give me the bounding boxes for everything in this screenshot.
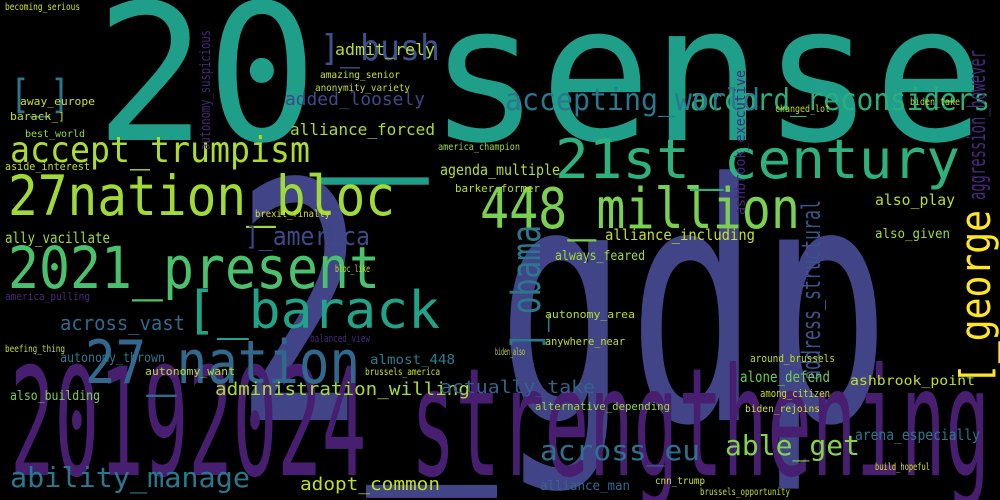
word: arena_especially [855, 426, 980, 444]
word: accept_trumpism [10, 130, 310, 171]
word: biden_also [495, 347, 525, 358]
word: alliance_man [540, 479, 630, 494]
word: brussels_america [365, 367, 440, 378]
word: [_] [10, 72, 70, 118]
word: ashbrook_executive [733, 70, 749, 215]
word: ]_obama [504, 225, 550, 350]
word: also_building [10, 389, 100, 404]
word: around_brussels [750, 352, 835, 365]
word: across_vast [60, 311, 185, 335]
word: balanced_view [310, 332, 370, 345]
word: amazing_senior [320, 70, 400, 81]
word: barack_] [10, 110, 65, 123]
word: biden_rejoins [745, 404, 820, 415]
word: among_citizen [760, 387, 830, 400]
word: agenda_multiple [440, 161, 560, 179]
word: alliance_forced [290, 120, 435, 139]
word: [_barack [185, 281, 440, 341]
word: 448_million [480, 177, 800, 242]
word: anywhere_near [545, 335, 625, 348]
word: beefing_thing [5, 344, 65, 355]
word: added_loosely [285, 89, 425, 110]
word: autonomy_suspicious [198, 30, 214, 150]
word: 21st_century [555, 128, 960, 191]
word: changed_lot [775, 104, 830, 115]
word: alone_defend [740, 368, 830, 386]
word: build_hopeful [875, 462, 930, 473]
word: biden_take [910, 97, 960, 108]
word: barker_former [455, 182, 540, 195]
word: away_europe [20, 95, 95, 108]
word: america_pulling [5, 290, 90, 303]
word: 2_gdp [235, 114, 890, 500]
word: anonymity_variety [315, 83, 410, 94]
word: 27nation_bloc [8, 164, 395, 228]
word: able_get [725, 429, 860, 463]
word: best_world [25, 129, 85, 140]
word: also_play [875, 191, 955, 209]
word: ally_vacillate [5, 229, 110, 247]
word: ability_manage [10, 461, 250, 495]
word: autonomy_want [145, 365, 235, 378]
word: admit_rely [335, 40, 435, 59]
word: accord_reconsiders [690, 83, 990, 118]
word: administration_willing [215, 379, 470, 400]
word: 20_sense [95, 0, 985, 185]
word: ashbrook_point [850, 374, 975, 389]
word: ]_america [245, 222, 370, 252]
word: cnn_trump [655, 476, 705, 487]
word: also_given [875, 227, 950, 242]
word: becoming_serious [5, 2, 80, 13]
word: [_george [951, 210, 1000, 385]
word: autonomy_area [545, 308, 635, 321]
word: alternative_depending [535, 400, 670, 413]
word: aggression_however [963, 50, 991, 200]
word: accepting_world [505, 83, 760, 118]
word: brussels_opportunity [700, 487, 790, 498]
word: almost_448 [370, 353, 455, 368]
word: address_structural [797, 200, 827, 380]
word: adopt_common [300, 474, 440, 495]
word: actually_take [440, 377, 595, 398]
word: bloc_like [335, 264, 370, 275]
word: autonomy_thrown [60, 351, 165, 366]
word: ]_bush [320, 28, 440, 69]
word: america_champion [438, 142, 520, 153]
word: always_feared [555, 249, 645, 264]
word: brexit_finally [255, 209, 330, 220]
word: alliance_including [605, 226, 755, 244]
word: aside_interest [5, 160, 90, 173]
word: 2021_present [8, 234, 380, 302]
word: across_eu [540, 434, 700, 468]
word: 27_nation [85, 328, 360, 398]
word: 20192024_strengthening [10, 337, 990, 500]
